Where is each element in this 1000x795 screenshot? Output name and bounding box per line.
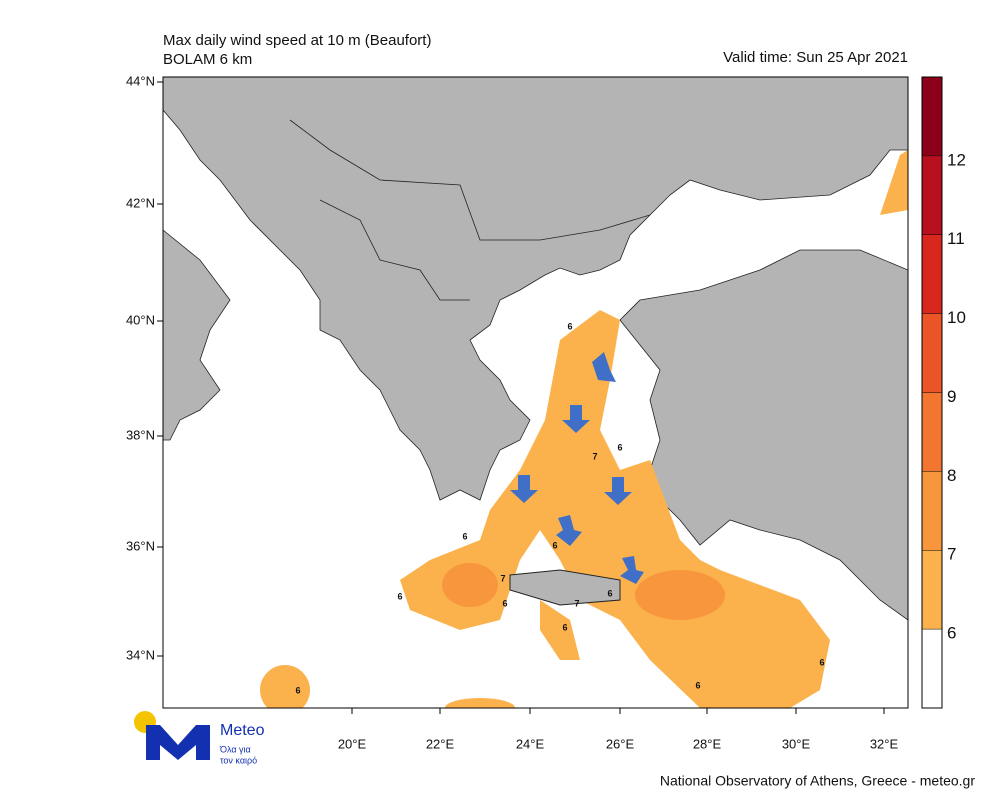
colorbar-segment xyxy=(922,155,942,235)
colorbar-label: 11 xyxy=(947,229,965,248)
colorbar-segment xyxy=(922,629,942,708)
colorbar-label: 9 xyxy=(947,387,956,406)
colorbar-label: 8 xyxy=(947,466,956,485)
lat-label: 38°N xyxy=(126,427,155,442)
lon-label: 32°E xyxy=(870,736,899,751)
contour-label: 6 xyxy=(819,657,824,667)
contour-label: 7 xyxy=(592,451,597,461)
title: Max daily wind speed at 10 m (Beaufort) xyxy=(163,32,431,49)
contour-label: 6 xyxy=(552,540,557,550)
logo xyxy=(134,711,210,760)
lat-label: 34°N xyxy=(126,647,155,662)
contour-label: 6 xyxy=(502,598,507,608)
colorbar-segment xyxy=(922,77,942,156)
lat-label: 44°N xyxy=(126,73,155,88)
lon-label: 28°E xyxy=(693,736,722,751)
lat-label: 36°N xyxy=(126,538,155,553)
colorbar-segment xyxy=(922,313,942,393)
logo-tagline: Όλα για xyxy=(219,744,251,754)
lat-label: 40°N xyxy=(126,312,155,327)
lat-label: 42°N xyxy=(126,195,155,210)
contour-label: 6 xyxy=(607,588,612,598)
colorbar-segment xyxy=(922,234,942,314)
colorbar-label: 12 xyxy=(947,150,966,169)
logo-name: Meteo xyxy=(220,722,265,739)
contour-label: 6 xyxy=(562,622,567,632)
colorbar-label: 6 xyxy=(947,624,956,643)
lon-label: 24°E xyxy=(516,736,545,751)
contour-label: 7 xyxy=(574,598,579,608)
colorbar-label: 7 xyxy=(947,545,956,564)
footer: National Observatory of Athens, Greece -… xyxy=(660,773,975,789)
contour-label: 7 xyxy=(500,573,505,583)
colorbar-segment xyxy=(922,392,942,472)
contour-label: 6 xyxy=(695,680,700,690)
lon-label: 26°E xyxy=(606,736,635,751)
map-area xyxy=(163,77,908,708)
subtitle: BOLAM 6 km xyxy=(163,51,252,68)
colorbar-segment xyxy=(922,471,942,551)
valid-time: Valid time: Sun 25 Apr 2021 xyxy=(723,49,908,66)
contour-label: 6 xyxy=(397,591,402,601)
contour-label: 6 xyxy=(462,531,467,541)
lon-label: 30°E xyxy=(782,736,811,751)
logo-tagline: τον καιρό xyxy=(220,755,257,765)
map-frame xyxy=(162,76,909,709)
contour-label: 6 xyxy=(295,685,300,695)
colorbar-label: 10 xyxy=(947,308,966,327)
lon-label: 22°E xyxy=(426,736,455,751)
colorbar-frame xyxy=(921,76,943,709)
contour-label: 6 xyxy=(617,442,622,452)
contour-label: 6 xyxy=(567,321,572,331)
colorbar-segment xyxy=(922,550,942,630)
lon-label: 20°E xyxy=(338,736,367,751)
